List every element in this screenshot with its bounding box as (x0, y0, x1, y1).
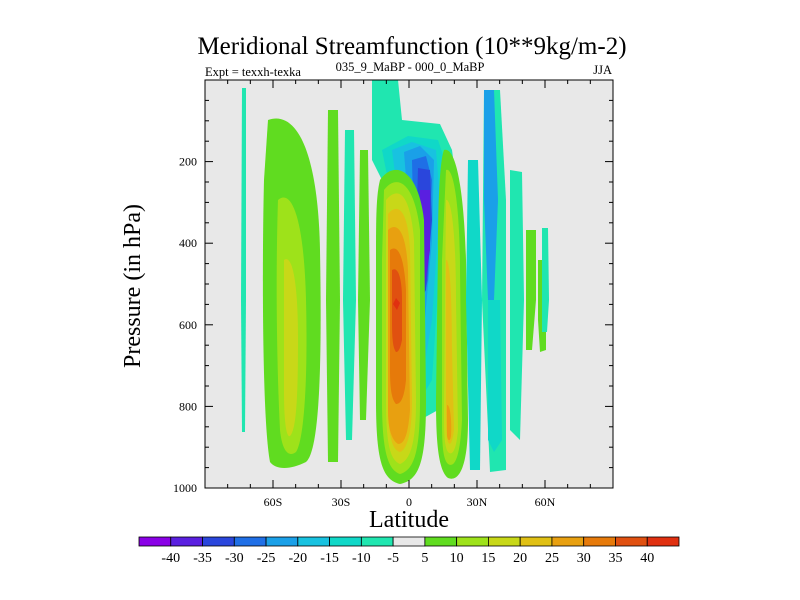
colorbar-label: 5 (421, 551, 428, 566)
colorbar-swatch (170, 536, 203, 547)
y-axis: 200 400 600 800 1000 (173, 99, 613, 495)
colorbar-swatch (233, 536, 267, 547)
colorbar-swatch (138, 536, 172, 547)
colorbar-swatch (202, 536, 235, 547)
colorbar-swatch (265, 536, 299, 547)
contour-sh-band-15 (284, 259, 298, 437)
contour-field (241, 80, 549, 484)
contour-strip-b (343, 130, 356, 440)
colorbar-swatch (424, 536, 458, 547)
contour-nh-cyan-b (488, 300, 502, 452)
subtitle-left: Expt = texxh-texka (205, 65, 301, 79)
contour-strip-a (326, 110, 340, 462)
contour-sh-cyan-strip (241, 88, 246, 432)
colorbar-label: -5 (387, 551, 399, 566)
chart-title: Meridional Streamfunction (10**9kg/m-2) (197, 33, 626, 60)
colorbar-label: 20 (513, 551, 527, 566)
contour-strip-c (358, 150, 370, 420)
colorbar-label: 30 (577, 551, 591, 566)
colorbar-label: -10 (352, 551, 371, 566)
colorbar-label: -40 (161, 551, 180, 566)
colorbar-swatch (456, 536, 489, 547)
colorbar-label: 15 (481, 551, 495, 566)
colorbar-swatch (297, 536, 330, 547)
colorbar-swatch (646, 536, 680, 547)
colorbar: -40 -35 -30 -25 -20 -15 -10 -5 5 10 15 20 25 30 35 40 (138, 536, 680, 566)
contour-nh-cyan-strip (542, 228, 549, 332)
contour-nh-neg-strip (466, 160, 482, 470)
y-tick-label: 800 (179, 399, 197, 413)
subtitle-right: JJA (593, 63, 612, 77)
colorbar-label: 10 (450, 551, 464, 566)
contour-pos-35 (392, 269, 402, 352)
contour-pos-40 (393, 298, 400, 310)
x-tick-label: 0 (406, 495, 412, 509)
colorbar-swatch (392, 536, 426, 547)
colorbar-swatch (329, 536, 362, 547)
contour-nh-green-a (526, 230, 536, 350)
colorbar-label: 40 (640, 551, 654, 566)
x-axis: 60S 30S 0 30N 60N (227, 80, 591, 509)
x-tick-label: 30N (467, 495, 488, 509)
y-tick-label: 200 (179, 155, 197, 169)
colorbar-label: -20 (288, 551, 307, 566)
colorbar-swatch (360, 536, 394, 547)
contour-nh-band-25 (447, 404, 452, 441)
colorbar-swatch (519, 536, 553, 547)
y-tick-label: 400 (179, 236, 197, 250)
subtitle-center: 035_9_MaBP - 000_0_MaBP (336, 60, 485, 74)
colorbar-swatch (488, 536, 521, 547)
contour-nh-cyan-c (510, 170, 524, 440)
colorbar-label: -35 (193, 551, 212, 566)
contour-nh-blue-strip (484, 90, 498, 300)
colorbar-label: -25 (257, 551, 276, 566)
contour-nh-band-20 (446, 259, 454, 444)
colorbar-label: 25 (545, 551, 559, 566)
x-axis-label: Latitude (369, 507, 449, 533)
x-tick-label: 60S (264, 495, 283, 509)
y-tick-label: 1000 (173, 481, 197, 495)
x-tick-label: 30S (332, 495, 351, 509)
colorbar-label: -15 (320, 551, 339, 566)
y-axis-label: Pressure (in hPa) (120, 204, 146, 368)
colorbar-swatch (615, 536, 648, 547)
colorbar-label: -30 (225, 551, 244, 566)
y-tick-label: 600 (179, 318, 197, 332)
colorbar-swatch (551, 536, 585, 547)
colorbar-label: 35 (608, 551, 622, 566)
x-tick-label: 60N (535, 495, 556, 509)
colorbar-swatch (583, 536, 616, 547)
